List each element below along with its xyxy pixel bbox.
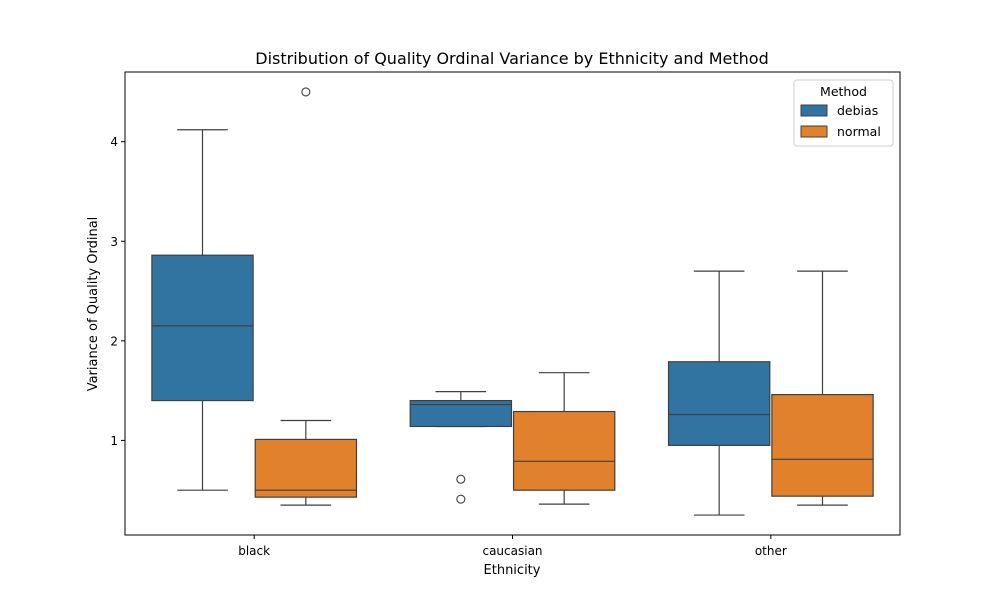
x-tick-label: caucasian bbox=[482, 544, 542, 558]
box-debias-caucasian bbox=[409, 391, 513, 504]
legend-swatch-debias bbox=[800, 104, 828, 117]
y-tick-label: 1 bbox=[110, 434, 118, 448]
legend-swatch-normal bbox=[800, 125, 828, 138]
chart-title: Distribution of Quality Ordinal Variance… bbox=[255, 49, 768, 68]
box-debias-black bbox=[151, 129, 254, 491]
x-tick-label: black bbox=[238, 544, 270, 558]
y-tick-label: 3 bbox=[110, 235, 118, 249]
outlier-point bbox=[301, 87, 311, 97]
y-tick-label: 2 bbox=[110, 334, 118, 348]
outlier-point bbox=[456, 474, 466, 484]
iqr-box bbox=[151, 254, 254, 402]
box-normal-other bbox=[771, 270, 874, 506]
plot-area: 1 2 3 4 black caucasian other bbox=[110, 71, 901, 558]
legend-label-debias: debias bbox=[837, 103, 878, 118]
box-normal-black bbox=[254, 87, 358, 506]
iqr-box bbox=[254, 438, 358, 498]
iqr-box bbox=[771, 394, 874, 497]
legend-title: Method bbox=[820, 84, 867, 99]
legend: Method debias normal bbox=[793, 79, 894, 147]
box-debias-other bbox=[667, 270, 771, 516]
y-axis-label: Variance of Quality Ordinal bbox=[86, 217, 101, 392]
outlier-point bbox=[456, 494, 466, 504]
iqr-box bbox=[512, 410, 616, 491]
x-axis-label: Ethnicity bbox=[484, 563, 541, 578]
box-normal-caucasian bbox=[512, 372, 616, 505]
y-tick-label: 4 bbox=[110, 135, 118, 149]
legend-label-normal: normal bbox=[837, 124, 881, 139]
x-tick-label: other bbox=[755, 544, 787, 558]
iqr-box bbox=[667, 361, 771, 446]
